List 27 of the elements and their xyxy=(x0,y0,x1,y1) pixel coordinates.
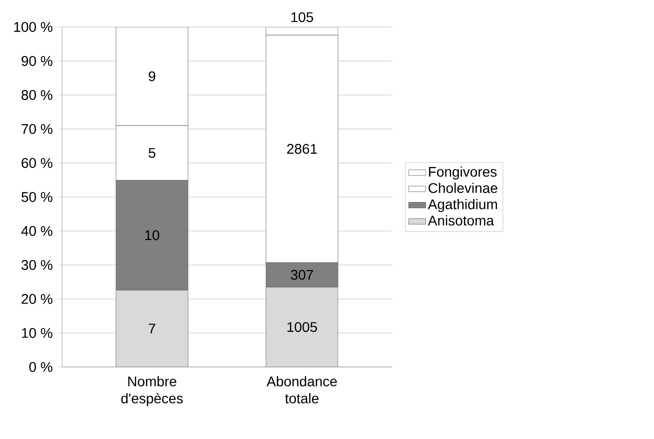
annotation: 5 xyxy=(148,148,156,158)
legend-label: Agathidium xyxy=(428,198,497,212)
y-tick-label: 0 % xyxy=(29,362,52,372)
y-tick-label: 40 % xyxy=(21,226,52,236)
y-tick-label: 10 % xyxy=(22,328,52,338)
y-tick-label: 50 % xyxy=(22,192,52,202)
annotation: 307 xyxy=(290,270,313,280)
y-tick-label: 100 % xyxy=(14,22,52,32)
y-tick-label: 90 % xyxy=(22,56,52,66)
y-tick-label: 70 % xyxy=(22,124,52,134)
y-tick-label: 80 % xyxy=(22,90,52,100)
bar xyxy=(266,286,338,367)
legend-label: Fongivores xyxy=(429,166,497,180)
bar xyxy=(116,290,188,367)
y-tick-label: 60 % xyxy=(22,158,52,168)
legend-label: Cholevinae xyxy=(428,182,498,194)
x-tick-label: Abondance totale xyxy=(266,376,337,404)
legend-label: Anisotoma xyxy=(428,215,494,226)
annotation: 7 xyxy=(148,324,156,334)
text: 105 xyxy=(291,12,314,22)
annotation: 9 xyxy=(148,71,156,82)
y-tick-label: 30 % xyxy=(21,260,52,270)
annotation: 1005 xyxy=(287,322,317,332)
annotation: 10 xyxy=(145,230,160,240)
annotation: 2861 xyxy=(287,144,317,154)
x-tick-label: Nombre d'espèces xyxy=(121,376,183,406)
y-tick-label: 20 % xyxy=(22,294,52,304)
